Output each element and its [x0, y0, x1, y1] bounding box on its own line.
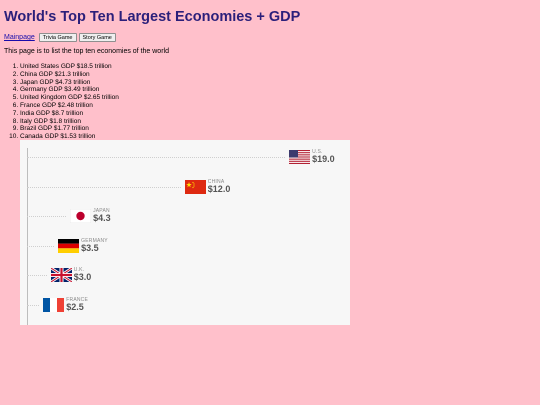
intro-text: This page is to list the top ten economi… — [4, 48, 169, 55]
list-item: Japan GDP $4.73 trillion — [20, 79, 119, 87]
chart-category-label: GERMANY — [81, 237, 108, 244]
list-item: Italy GDP $1.8 trillion — [20, 118, 119, 126]
chart-guide-line — [27, 245, 55, 247]
chart-category-label: FRANCE — [66, 296, 89, 303]
chart-category-label: JAPAN — [93, 208, 110, 214]
chart-value-label: $3.0 — [73, 272, 92, 282]
chart-value-label: $4.3 — [93, 213, 111, 223]
chart-category-label: U.K. — [73, 267, 85, 273]
list-item: United Kingdom GDP $2.65 trillion — [20, 94, 119, 102]
story-game-button[interactable]: Story Game — [78, 33, 116, 42]
chart-guide-line — [27, 275, 47, 276]
chart-guide-line — [27, 216, 67, 217]
list-item: United States GDP $18.5 trillion — [20, 63, 119, 71]
list-item: France GDP $2.48 trillion — [20, 102, 119, 110]
chart-value-label: $2.5 — [66, 301, 84, 312]
gdp-chart-image: U.S. $19.0 CHINA $12.0 JAPAN $4.3 GERMANY $3… — [20, 140, 350, 325]
flag-japan-icon — [70, 209, 92, 223]
list-item: Brazil GDP $1.77 trillion — [20, 125, 119, 133]
economies-list: United States GDP $18.5 trillion China G… — [0, 63, 119, 141]
chart-category-label: CHINA — [207, 178, 225, 185]
chart-value-label: $12.0 — [207, 183, 231, 194]
nav-bar: Mainpage Trivia Game Story Game — [4, 33, 116, 42]
chart-category-label: U.S. — [312, 149, 323, 155]
chart-value-label: $3.5 — [81, 242, 99, 253]
chart-value-label: $19.0 — [312, 154, 335, 164]
chart-axis-line — [27, 148, 28, 325]
flag-china-icon — [184, 179, 206, 194]
chart-guide-line — [27, 157, 286, 158]
page-title: World's Top Ten Largest Economies + GDP — [4, 9, 301, 25]
list-item: Germany GDP $3.49 trillion — [20, 86, 119, 94]
list-item: China GDP $21.3 trillion — [20, 71, 119, 79]
flag-us-icon — [289, 150, 311, 164]
flag-germany-icon — [58, 238, 80, 253]
mainpage-link[interactable]: Mainpage — [4, 34, 35, 41]
flag-uk-icon — [50, 268, 72, 282]
chart-guide-line — [27, 186, 181, 188]
flag-france-icon — [43, 297, 65, 312]
list-item: India GDP $8.7 trillion — [20, 110, 119, 118]
list-item: Canada GDP $1.53 trillion — [20, 133, 119, 141]
trivia-game-button[interactable]: Trivia Game — [38, 33, 77, 42]
chart-guide-line — [27, 304, 40, 306]
